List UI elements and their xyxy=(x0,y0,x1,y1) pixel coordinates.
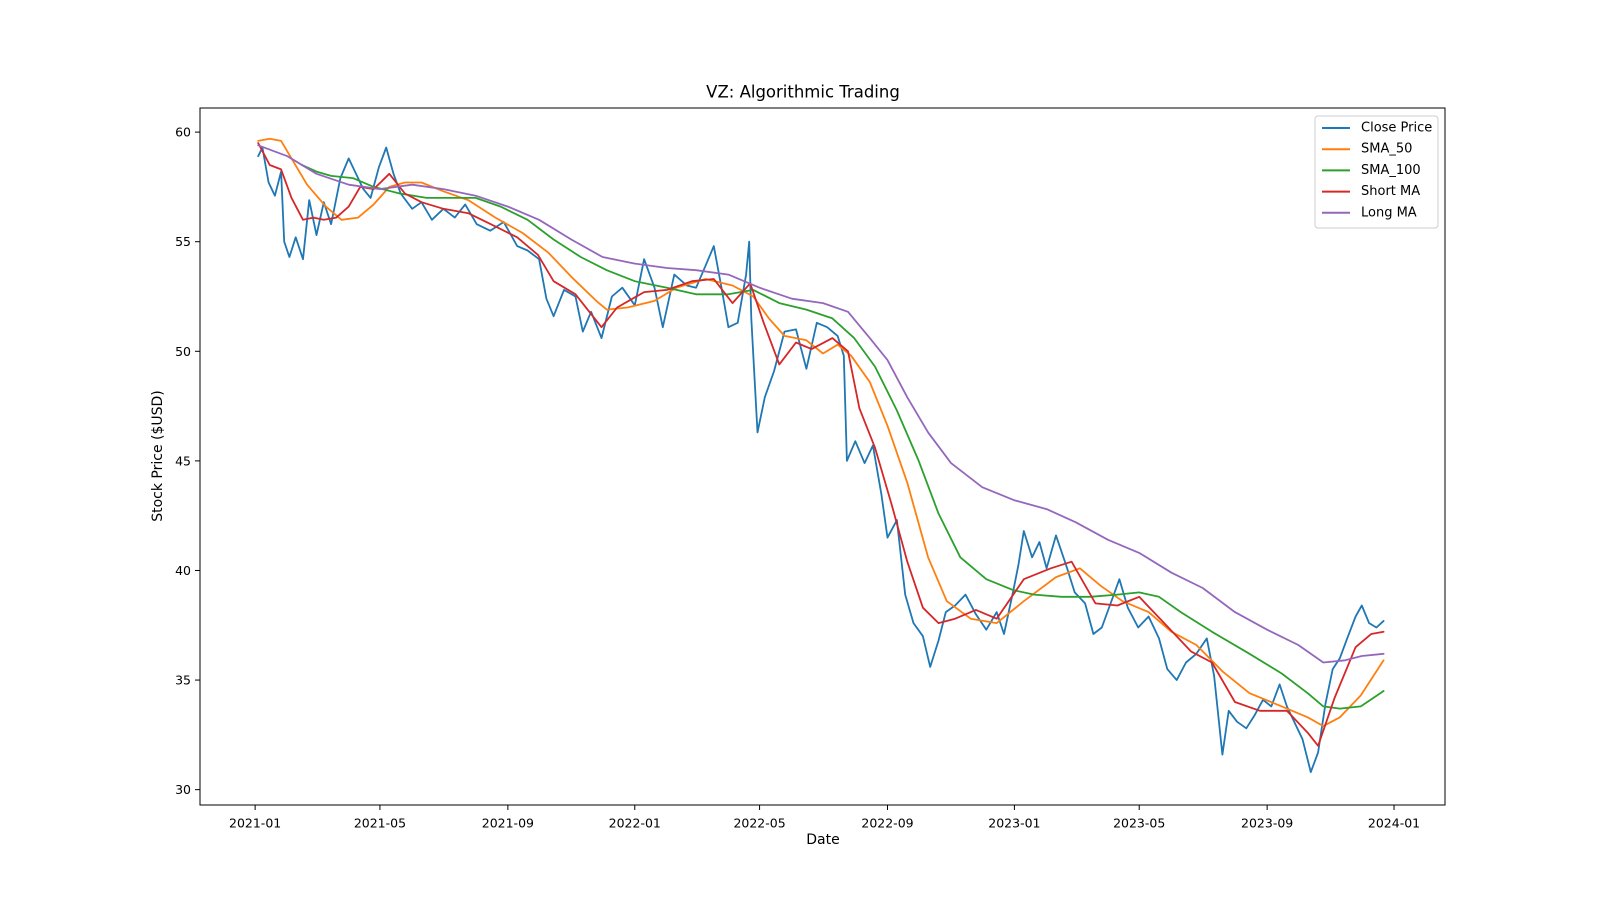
y-tick-label: 45 xyxy=(175,453,191,468)
plot-frame xyxy=(199,107,1446,806)
series-line-long-ma xyxy=(257,144,1385,664)
x-tick-label: 2021-09 xyxy=(482,816,534,831)
legend-label-long-ma: Long MA xyxy=(1361,205,1417,220)
legend-box xyxy=(1314,115,1439,229)
x-tick-label: 2022-01 xyxy=(609,816,661,831)
legend-label-short-ma: Short MA xyxy=(1361,184,1420,199)
y-tick-label: 60 xyxy=(175,125,191,140)
legend: Close Price SMA_50 SMA_100 Short MA Long MA xyxy=(1314,115,1439,229)
x-tick-label: 2022-05 xyxy=(733,816,785,831)
y-tick-label: 30 xyxy=(175,782,191,797)
legend-label-close-price: Close Price xyxy=(1361,121,1432,136)
y-tick-label: 55 xyxy=(175,234,191,249)
series-line-short-ma xyxy=(257,142,1385,747)
series-line-close-price xyxy=(257,146,1385,773)
series-line-sma-100 xyxy=(301,164,1385,710)
plot-area xyxy=(257,137,1385,773)
y-axis-label: Stock Price ($USD) xyxy=(150,390,166,522)
chart-title: VZ: Algorithmic Trading xyxy=(706,83,900,102)
legend-label-sma-50: SMA_50 xyxy=(1361,142,1412,157)
legend-label-sma-100: SMA_100 xyxy=(1361,163,1421,178)
y-tick-label: 50 xyxy=(175,344,191,359)
x-tick-label: 2023-09 xyxy=(1241,816,1293,831)
x-tick-label: 2024-01 xyxy=(1368,816,1420,831)
x-axis: 2021-01 2021-05 2021-09 2022-01 2022-05 2022-… xyxy=(229,805,1420,831)
y-axis: 30 35 40 45 50 55 60 xyxy=(175,125,200,797)
x-tick-label: 2022-09 xyxy=(861,816,913,831)
x-tick-label: 2023-01 xyxy=(988,816,1040,831)
x-tick-label: 2021-05 xyxy=(354,816,406,831)
x-tick-label: 2021-01 xyxy=(229,816,281,831)
x-axis-label: Date xyxy=(806,832,839,848)
y-tick-label: 40 xyxy=(175,563,191,578)
x-tick-label: 2023-05 xyxy=(1113,816,1165,831)
y-tick-label: 35 xyxy=(175,673,191,688)
